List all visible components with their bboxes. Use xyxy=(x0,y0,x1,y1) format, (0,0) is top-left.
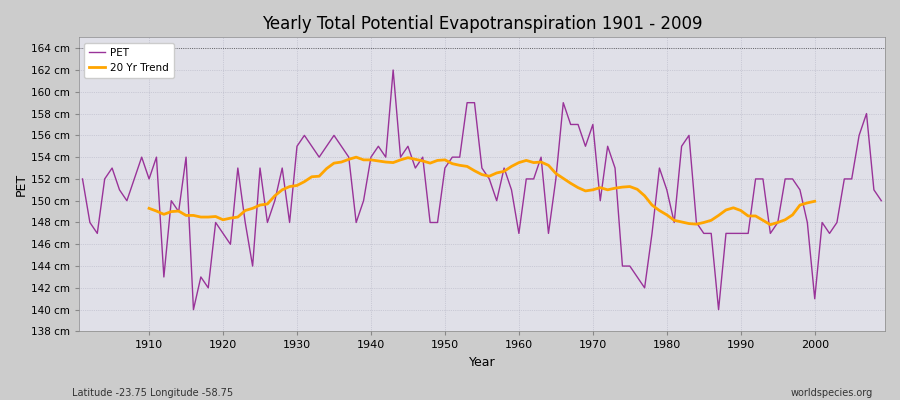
Text: worldspecies.org: worldspecies.org xyxy=(791,388,873,398)
Title: Yearly Total Potential Evapotranspiration 1901 - 2009: Yearly Total Potential Evapotranspiratio… xyxy=(262,15,702,33)
PET xyxy=(388,68,399,72)
Text: Latitude -23.75 Longitude -58.75: Latitude -23.75 Longitude -58.75 xyxy=(72,388,233,398)
Line: 20 Yr Trend: 20 Yr Trend xyxy=(149,157,814,225)
PET xyxy=(136,155,147,160)
20 Yr Trend xyxy=(536,160,546,164)
PET xyxy=(188,307,199,312)
PET xyxy=(351,220,362,225)
20 Yr Trend xyxy=(299,179,310,184)
X-axis label: Year: Year xyxy=(469,356,495,369)
PET xyxy=(306,144,317,149)
PET xyxy=(617,264,628,268)
20 Yr Trend xyxy=(809,199,820,204)
PET xyxy=(77,176,88,181)
20 Yr Trend xyxy=(225,216,236,220)
PET xyxy=(528,176,539,181)
20 Yr Trend xyxy=(765,222,776,227)
PET xyxy=(521,176,532,181)
20 Yr Trend xyxy=(314,174,325,179)
20 Yr Trend xyxy=(144,206,155,211)
Legend: PET, 20 Yr Trend: PET, 20 Yr Trend xyxy=(84,42,174,78)
Y-axis label: PET: PET xyxy=(15,173,28,196)
20 Yr Trend xyxy=(351,155,362,160)
PET xyxy=(876,198,886,203)
Line: PET: PET xyxy=(83,70,881,310)
20 Yr Trend xyxy=(802,200,813,205)
20 Yr Trend xyxy=(713,213,724,218)
